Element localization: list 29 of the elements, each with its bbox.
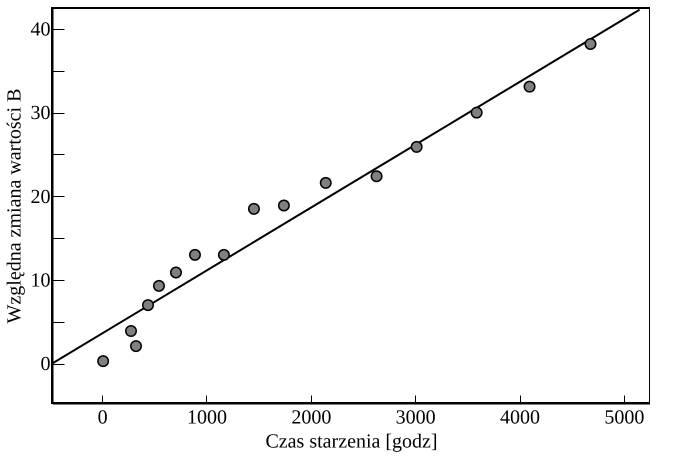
x-tick-label: 1000 [186,406,227,428]
point [524,80,536,93]
point [218,248,230,261]
point [97,355,110,368]
point [142,299,154,312]
point [370,170,383,182]
point [470,106,483,119]
x-tick-label: 0 [98,406,108,428]
point [410,140,423,153]
x-tick-label: 4000 [500,406,540,428]
point [170,266,182,278]
y-tick-label: 0 [40,353,50,376]
y-tick-label: 20 [30,186,50,208]
point [248,202,260,215]
point [320,176,332,189]
x-tick-label: 3000 [396,406,436,428]
x-tick-label: 2000 [291,406,332,428]
point [188,248,201,261]
point [130,340,142,352]
y-tick-label: 30 [30,102,50,124]
point [125,325,137,338]
y-axis-title: Względna zmiana wartości B [4,88,26,324]
x-tick-label: 5000 [604,406,644,428]
point [584,38,597,50]
y-tick-label: 10 [30,269,50,292]
y-tick-label: 40 [30,18,50,40]
x-axis-title: Czas starzenia [godz] [265,430,438,452]
point [152,280,165,292]
point [278,200,290,212]
